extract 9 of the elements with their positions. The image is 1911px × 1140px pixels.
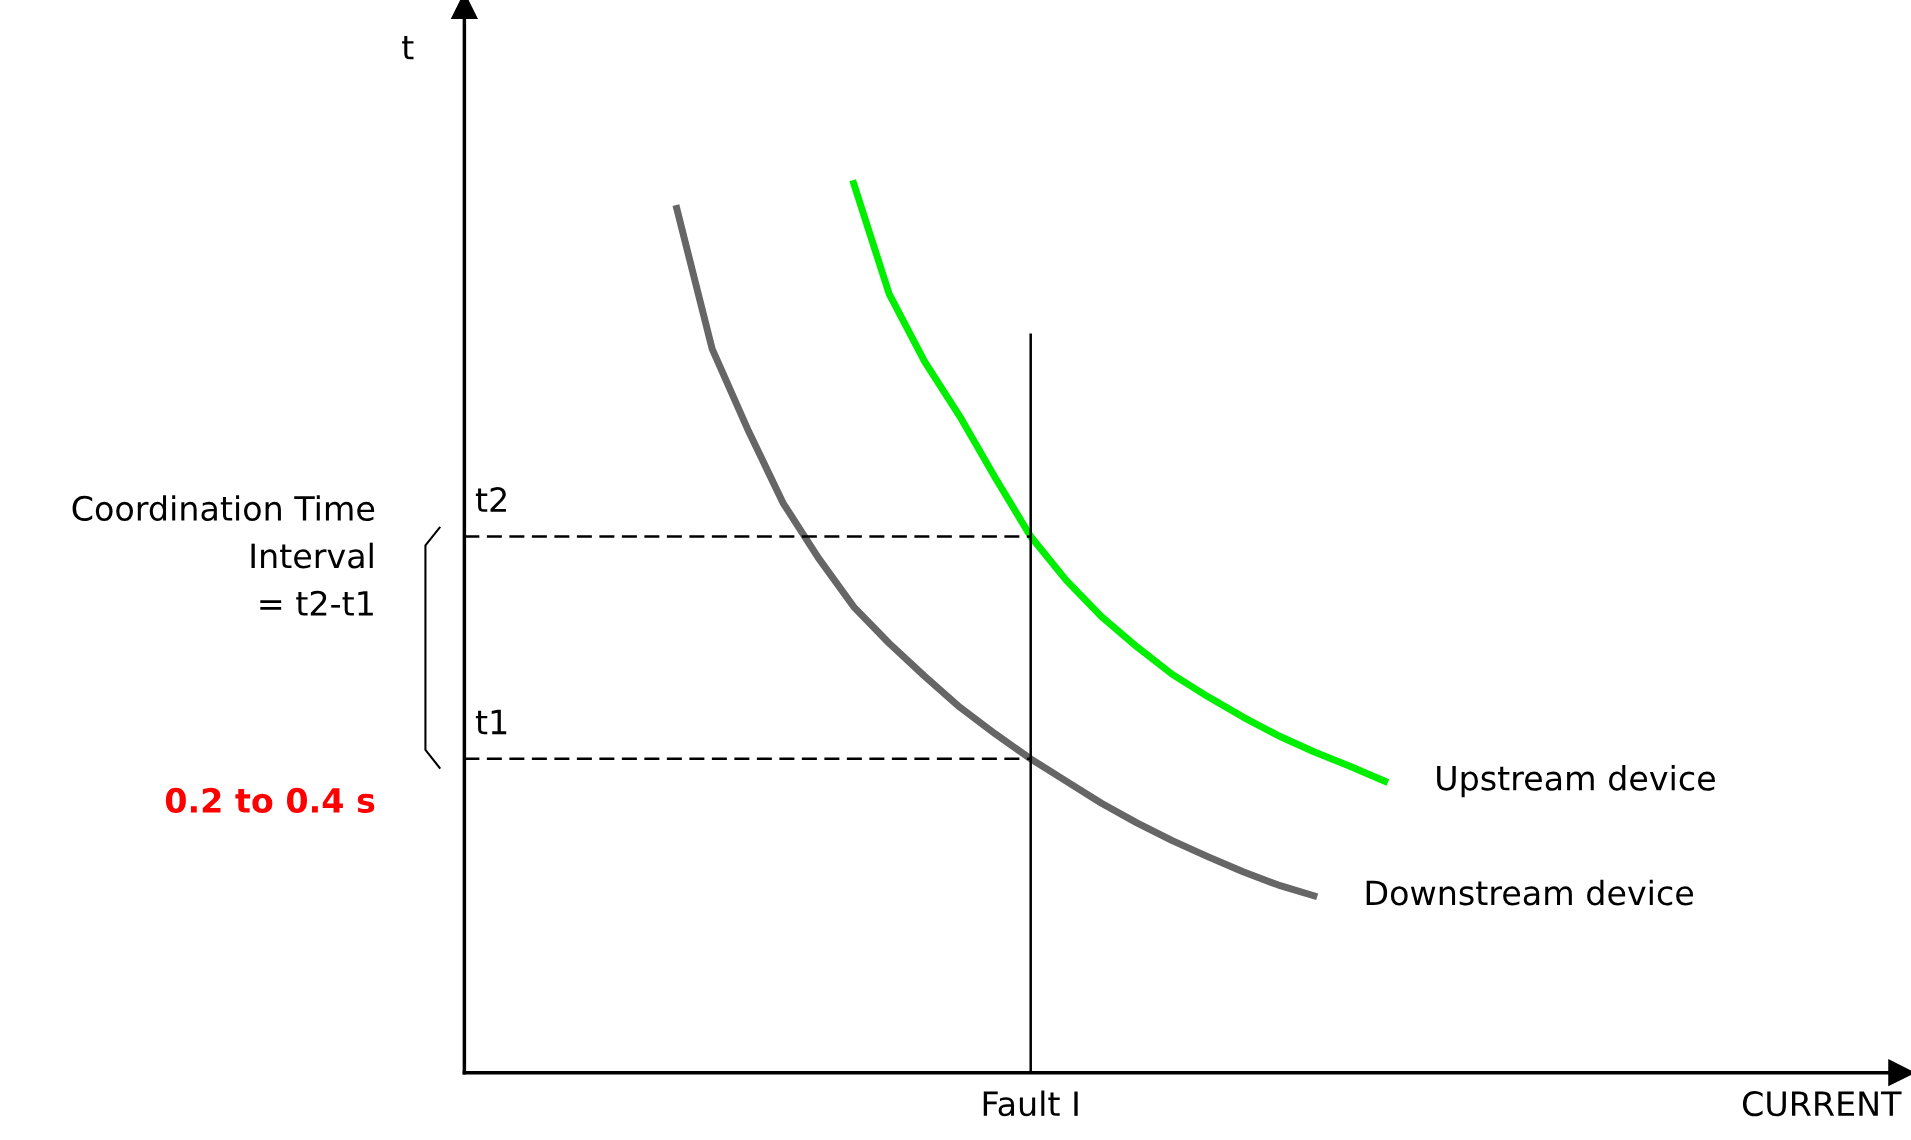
series-label: Upstream device [1437,764,1715,798]
text: Fault I [983,1090,1078,1117]
ref-line-label: t2 [475,487,506,512]
x-axis-title: CURRENT [1742,1091,1902,1117]
ref-line-label: t1 [475,709,507,735]
y-axis-title: t [402,35,414,60]
series-label: Downstream device [1366,879,1693,906]
text: 0.2 to 0.4 s [165,787,375,813]
text: Coordination Time Interval = t2-t1 [72,495,375,616]
